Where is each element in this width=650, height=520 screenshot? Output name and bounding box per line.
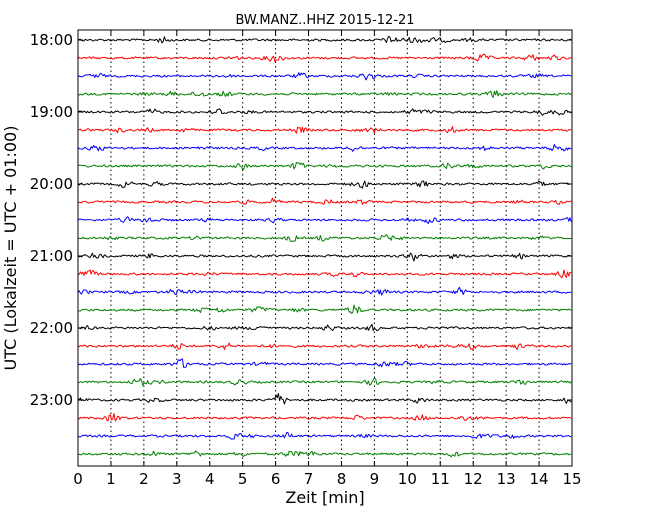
plot-frame	[77, 29, 573, 467]
axis-ticks: 0 1 2 3 4 5 6 7 8 9 10 11 12 13 14 1518:0019:0020:0021:…	[30, 30, 582, 488]
seismogram-trace	[77, 108, 572, 116]
y-tick-label: 18:00	[30, 31, 73, 49]
seismogram-trace	[77, 377, 572, 386]
seismogram-trace	[77, 53, 572, 62]
seismogram-trace	[77, 286, 572, 296]
seismogram-trace	[77, 197, 572, 205]
seismogram-trace	[77, 269, 572, 279]
x-tick-label: 10	[398, 470, 417, 488]
x-tick-label: 0	[73, 470, 83, 488]
x-tick-label: 9	[370, 470, 380, 488]
x-tick-label: 1	[106, 470, 116, 488]
x-tick-label: 12	[464, 470, 483, 488]
x-tick-label: 5	[238, 470, 248, 488]
x-tick-label: 3	[172, 470, 182, 488]
seismogram-trace	[77, 72, 572, 81]
seismogram-trace	[77, 161, 572, 171]
grid-lines	[110, 30, 540, 466]
seismogram-trace	[77, 35, 572, 44]
x-tick-label: 2	[139, 470, 149, 488]
trace-group	[77, 35, 572, 458]
x-tick-label: 4	[205, 470, 215, 488]
x-tick-label: 7	[304, 470, 314, 488]
seismogram-trace	[77, 450, 572, 458]
x-tick-label: 6	[271, 470, 281, 488]
seismogram-trace	[77, 413, 572, 422]
seismogram-trace	[77, 342, 572, 351]
y-tick-label: 19:00	[30, 103, 73, 121]
seismogram-trace	[77, 143, 572, 152]
seismogram-trace	[77, 431, 572, 440]
seismogram-trace	[77, 392, 572, 405]
y-tick-label: 21:00	[30, 247, 73, 265]
y-tick-label: 22:00	[30, 319, 73, 337]
x-tick-label: 14	[530, 470, 549, 488]
seismogram-trace	[77, 252, 572, 262]
seismogram-trace	[77, 323, 572, 332]
seismogram-trace	[77, 180, 572, 189]
seismogram-trace	[77, 126, 572, 134]
x-tick-label: 11	[431, 470, 450, 488]
seismogram-trace	[77, 90, 572, 98]
seismogram-trace	[77, 358, 572, 368]
y-tick-label: 20:00	[30, 175, 73, 193]
y-tick-label: 23:00	[30, 391, 73, 409]
x-tick-label: 15	[562, 470, 581, 488]
x-axis-label: Zeit [min]	[285, 488, 364, 507]
seismogram-trace	[77, 304, 572, 314]
chart-title: BW.MANZ..HHZ 2015-12-21	[235, 13, 414, 28]
x-tick-label: 8	[337, 470, 347, 488]
seismogram-trace	[77, 234, 572, 243]
seismogram-trace	[77, 216, 572, 224]
y-axis-label: UTC (Lokalzeit = UTC + 01:00)	[1, 126, 20, 371]
x-tick-label: 13	[497, 470, 516, 488]
